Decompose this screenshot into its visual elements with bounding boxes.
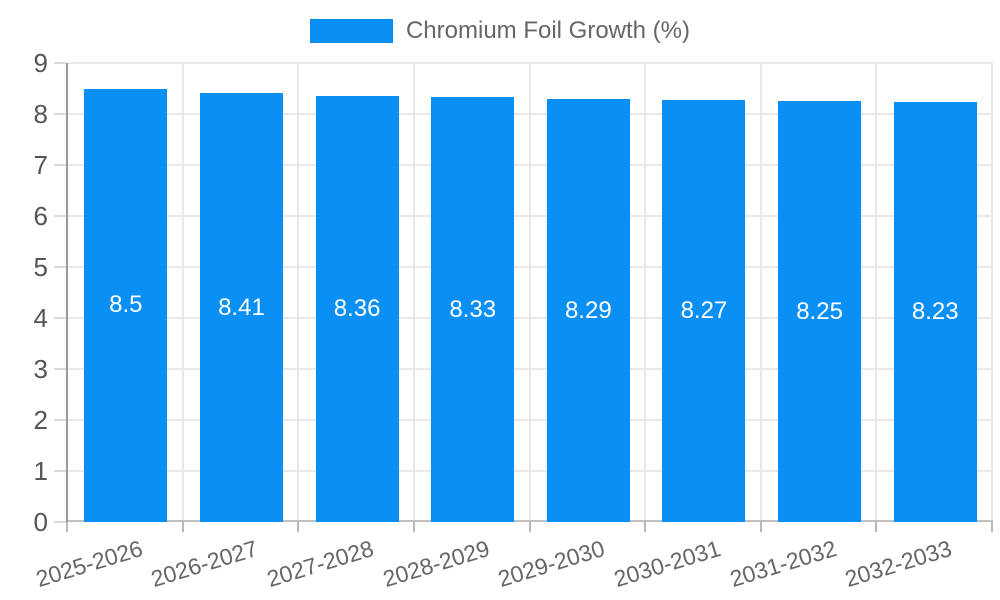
x-axis-category-label: 2032-2033	[841, 535, 955, 593]
bar-2030-2031: 8.27	[662, 100, 746, 522]
gridline-vertical	[412, 63, 415, 522]
y-axis-tick	[54, 470, 66, 472]
y-axis-tick-label: 0	[33, 507, 48, 537]
gridline-vertical	[181, 63, 184, 522]
legend-swatch	[309, 19, 393, 43]
x-axis-tick	[644, 522, 647, 532]
x-axis-tick	[528, 522, 531, 532]
gridline-horizontal	[68, 113, 993, 115]
bar-value-label: 8.25	[796, 297, 843, 325]
bar-2027-2028: 8.36	[315, 95, 399, 522]
gridline-horizontal	[68, 215, 993, 217]
bar-2032-2033: 8.23	[893, 102, 977, 522]
bar-2031-2032: 8.25	[778, 101, 862, 522]
gridline-horizontal	[68, 317, 993, 319]
bar-2026-2027: 8.41	[199, 93, 283, 522]
gridline-horizontal	[68, 470, 993, 472]
y-axis-tick-label: 3	[33, 354, 48, 384]
y-axis-tick	[54, 521, 66, 523]
y-axis-tick	[54, 368, 66, 370]
x-axis-tick	[991, 522, 993, 532]
y-axis-line	[66, 63, 68, 522]
x-axis-tick	[181, 522, 184, 532]
x-axis-tick	[412, 522, 415, 532]
bar-value-label: 8.33	[449, 295, 497, 323]
y-axis-tick	[54, 113, 66, 115]
y-axis-tick-label: 4	[33, 303, 48, 333]
gridline-vertical	[528, 63, 531, 522]
y-axis-tick-label: 1	[33, 456, 48, 486]
x-axis-category-label: 2028-2029	[379, 535, 493, 593]
y-axis-tick-label: 9	[33, 48, 48, 78]
y-axis-tick	[54, 164, 66, 166]
bar-chart-plot-area: 0 1 2 3 4 5 6 7 8 9 8.5 2025-2026 8.41 2026-2027 8.36 2…	[33, 50, 993, 592]
bar-value-label: 8.29	[564, 296, 612, 324]
x-axis-tick	[297, 522, 300, 532]
bar-value-label: 8.23	[911, 298, 959, 326]
gridline-vertical	[644, 63, 647, 522]
y-axis-tick	[54, 266, 66, 268]
x-axis-category-label: 2026-2027	[148, 535, 262, 593]
x-axis-category-label: 2030-2031	[610, 535, 724, 593]
x-axis-category-label: 2027-2028	[263, 535, 377, 593]
bar-2028-2029: 8.33	[431, 97, 515, 522]
y-axis-tick	[54, 62, 66, 64]
gridline-horizontal	[68, 164, 993, 166]
x-axis-tick	[759, 522, 762, 532]
x-axis-tick	[875, 522, 878, 532]
gridline-horizontal	[68, 419, 993, 421]
y-axis-tick-label: 7	[33, 150, 48, 180]
bar-value-label: 8.41	[218, 293, 265, 321]
bar-value-label: 8.36	[333, 294, 381, 322]
gridline-vertical	[991, 63, 993, 522]
y-axis-tick-label: 5	[33, 252, 48, 282]
gridline-vertical	[759, 63, 762, 522]
x-axis-tick	[66, 522, 68, 532]
y-axis-tick-label: 8	[33, 99, 48, 129]
legend-series-label: Chromium Foil Growth (%)	[405, 17, 691, 44]
bar-2025-2026: 8.5	[84, 88, 168, 522]
y-axis-tick-label: 2	[33, 405, 48, 435]
bar-value-label: 8.27	[680, 297, 728, 325]
chart-legend[interactable]: Chromium Foil Growth (%)	[0, 16, 1000, 46]
y-axis-tick-label: 6	[33, 201, 48, 231]
x-axis-category-label: 2031-2032	[726, 535, 840, 593]
y-axis-tick	[54, 419, 66, 421]
gridline-vertical	[297, 63, 300, 522]
gridline-vertical	[875, 63, 878, 522]
bar-value-label: 8.5	[109, 291, 143, 319]
x-axis-category-label: 2025-2026	[32, 535, 146, 593]
x-axis-line	[66, 520, 993, 522]
y-axis-tick	[54, 317, 66, 319]
gridline-horizontal	[68, 266, 993, 268]
gridline-horizontal	[68, 62, 993, 64]
gridline-horizontal	[68, 368, 993, 370]
bar-2029-2030: 8.29	[546, 99, 630, 522]
x-axis-category-label: 2029-2030	[495, 535, 608, 593]
y-axis-tick	[54, 215, 66, 217]
